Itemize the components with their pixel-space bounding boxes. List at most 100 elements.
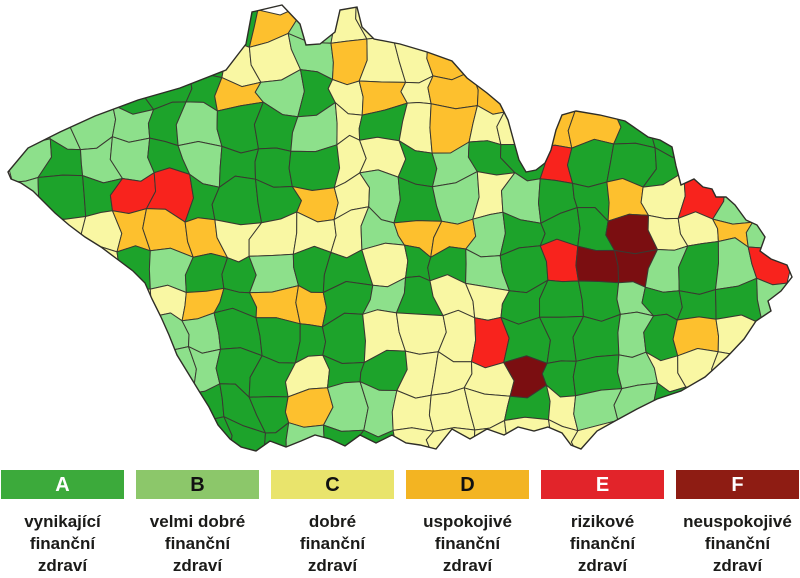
map-region — [8, 381, 44, 434]
map-region — [144, 428, 196, 451]
map-region — [175, 5, 225, 45]
map-region — [8, 40, 44, 83]
map-region — [47, 276, 87, 325]
map-region — [534, 31, 579, 83]
legend-grade-label: velmi dobré finanční zdraví — [149, 512, 246, 575]
map-region — [751, 416, 792, 451]
map-region — [36, 5, 74, 49]
map-region — [613, 382, 658, 434]
legend-item-b: B velmi dobré finanční zdraví — [136, 470, 259, 577]
map-region — [8, 429, 48, 451]
map-region — [10, 66, 49, 111]
legend-grade-box: F — [676, 470, 799, 499]
map-region — [671, 76, 724, 118]
legend-item-e: E rizikové finanční zdraví — [541, 470, 664, 577]
map-region — [712, 384, 761, 425]
map-region — [425, 427, 476, 451]
legend-grade-label: dobré finanční zdraví — [299, 512, 366, 575]
legend-item-a: A vynikající finanční zdraví — [1, 470, 124, 577]
map-region — [47, 245, 85, 292]
map-region — [395, 312, 447, 355]
legend-item-f: F neuspokojivé finanční zdraví — [676, 470, 799, 577]
map-region — [75, 276, 118, 322]
legend-grade-letter: F — [731, 473, 744, 496]
map-region — [108, 311, 157, 360]
legend-grade-letter: D — [460, 473, 475, 496]
map-region — [8, 5, 44, 47]
map-region — [536, 5, 578, 45]
legend-grade-box: A — [1, 470, 124, 499]
legend-grade-label: rizikové finanční zdraví — [569, 512, 636, 575]
map-region — [82, 385, 121, 429]
map-region — [496, 101, 546, 147]
legend-grade-label: uspokojivé finanční zdraví — [423, 512, 512, 575]
map-region — [37, 319, 88, 361]
map-region — [569, 43, 622, 79]
legend-grade-box: D — [406, 470, 529, 499]
map-region — [34, 42, 79, 83]
map-region — [107, 377, 154, 433]
map-region — [502, 416, 552, 451]
legend-item-c: C dobré finanční zdraví — [271, 470, 394, 577]
map-region — [33, 351, 93, 395]
legend-grade-letter: A — [55, 473, 70, 496]
map-region — [83, 352, 118, 388]
map-region — [748, 103, 792, 154]
map-region — [752, 143, 792, 188]
map-region — [539, 279, 584, 318]
legend-grade-box: E — [541, 470, 664, 499]
map-region — [427, 8, 476, 42]
map-region — [713, 415, 761, 451]
map-region — [70, 34, 114, 82]
map-region — [392, 7, 440, 40]
map-region — [748, 72, 792, 113]
map-region — [143, 37, 191, 82]
map-region — [391, 390, 434, 432]
map-region — [66, 5, 122, 44]
map-region — [108, 352, 154, 387]
map-region — [106, 5, 155, 41]
map-region — [8, 322, 51, 357]
legend-grade-letter: E — [595, 473, 610, 496]
map-region — [752, 175, 792, 223]
map-region — [715, 314, 766, 358]
map-region — [617, 43, 656, 83]
map-region — [151, 5, 181, 45]
map-region — [571, 72, 622, 112]
map-region — [569, 5, 619, 46]
map-region — [614, 419, 654, 451]
map-region — [8, 215, 51, 248]
map-region — [144, 346, 197, 394]
map-region — [677, 384, 730, 426]
map-region — [146, 381, 194, 433]
map-region — [37, 174, 87, 220]
map-region — [499, 73, 549, 113]
country-outline — [7, 4, 793, 452]
map-region — [760, 317, 792, 359]
map-region — [288, 144, 341, 191]
map-region — [645, 417, 684, 451]
map-region — [85, 312, 118, 361]
legend: A vynikající finanční zdraví B velmi dob… — [1, 470, 799, 577]
map-regions-layer — [8, 5, 792, 451]
legend-grade-box: C — [271, 470, 394, 499]
map-region — [716, 148, 758, 186]
map-region — [751, 5, 792, 48]
map-region — [748, 354, 792, 397]
map-region — [711, 351, 762, 397]
legend-grade-letter: C — [325, 473, 340, 496]
map-region — [107, 29, 153, 80]
map-region — [465, 40, 505, 74]
map-region — [534, 77, 580, 114]
legend-grade-label: neuspokojivé finanční zdraví — [683, 512, 792, 575]
map-region — [181, 416, 233, 451]
map-region — [745, 214, 792, 252]
map-region — [36, 385, 92, 434]
map-region — [8, 347, 39, 395]
map-region — [8, 243, 57, 283]
map-region — [678, 41, 730, 84]
map-region — [752, 32, 792, 79]
map-region — [715, 5, 754, 48]
map-region — [714, 77, 763, 105]
